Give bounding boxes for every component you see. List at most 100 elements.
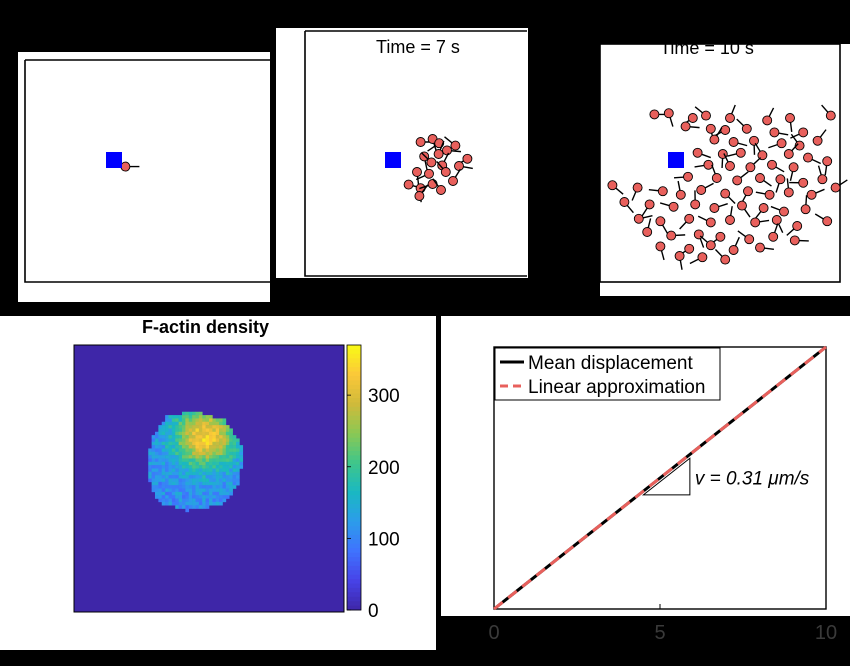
filament <box>666 230 686 241</box>
filament <box>631 182 643 201</box>
heatmap-cell <box>175 465 179 469</box>
colorbar-segment <box>347 384 361 390</box>
heatmap-cell <box>212 438 217 443</box>
colorbar-segment <box>347 402 361 408</box>
heatmap-cell <box>192 465 196 469</box>
heatmap-cell <box>195 448 200 453</box>
heatmap-cell <box>158 478 163 483</box>
filament <box>655 216 669 234</box>
heatmap-cell <box>219 438 223 443</box>
filament-barbed-end <box>720 188 731 199</box>
heatmap-cell <box>182 431 186 436</box>
heatmap-cell <box>155 435 159 439</box>
filament <box>768 223 779 242</box>
heatmap-cell <box>171 448 176 453</box>
heatmap-cell <box>182 435 186 439</box>
heatmap-cell <box>236 478 240 483</box>
heatmap-cell <box>205 441 210 446</box>
filament-barbed-end <box>743 186 753 197</box>
heatmap-cell <box>171 431 176 436</box>
heatmap-cell <box>239 465 244 469</box>
heatmap-cell <box>158 438 163 443</box>
heatmap-cell <box>215 501 220 506</box>
heatmap-cell <box>209 428 213 433</box>
filament-barbed-end <box>749 135 759 146</box>
heatmap-cell <box>195 501 200 506</box>
heatmap-cell <box>209 501 213 506</box>
heatmap-cell <box>178 465 183 469</box>
colorbar-segment <box>347 362 361 368</box>
heatmap-cell <box>175 488 179 493</box>
heatmap-cell <box>178 471 183 476</box>
heatmap-cell <box>185 468 190 473</box>
heatmap-cell <box>165 435 169 439</box>
heatmap-cell <box>155 475 159 479</box>
heatmap-cell <box>155 445 159 449</box>
heatmap-cell <box>168 501 173 506</box>
heatmap-cell <box>236 468 240 473</box>
filament-barbed-end <box>663 108 674 119</box>
filament-barbed-end <box>785 113 795 123</box>
heatmap-cell <box>198 475 203 479</box>
heatmap-cell <box>195 438 200 443</box>
heatmap-cell <box>198 478 203 483</box>
heatmap-cell <box>198 458 203 463</box>
heatmap-cell <box>229 455 233 459</box>
heatmap-cell <box>192 471 196 476</box>
heatmap-cell <box>219 445 223 449</box>
heatmap-cell <box>229 488 233 493</box>
filament <box>768 138 787 149</box>
filament <box>444 136 461 151</box>
heatmap-cell <box>209 468 213 473</box>
filament <box>727 147 746 158</box>
heatmap-cell <box>185 425 190 429</box>
heatmap-cell <box>182 471 186 476</box>
filament-barbed-end <box>725 161 735 171</box>
filament <box>814 213 833 227</box>
filament-barbed-end <box>762 115 773 126</box>
heatmap-cell <box>171 445 176 449</box>
heatmap-cell <box>239 451 244 456</box>
heatmap-cell <box>178 475 183 479</box>
filament-barbed-end <box>412 167 422 177</box>
heatmap-cell <box>175 505 179 509</box>
filament <box>803 152 821 165</box>
heatmap-cell <box>158 465 163 469</box>
heatmap-cell <box>168 485 173 489</box>
heatmap-cell <box>178 455 183 459</box>
heatmap-cell <box>209 491 213 496</box>
filament-barbed-end <box>792 221 803 231</box>
snapshot-frame <box>599 43 841 283</box>
heatmap-cell <box>198 441 203 446</box>
filament-barbed-end <box>649 109 660 120</box>
heatmap-cell <box>158 428 163 433</box>
snapshot-3-title: Time = 10 s <box>660 38 754 58</box>
heatmap-cell <box>209 425 213 429</box>
filament <box>709 127 723 145</box>
filament-barbed-end <box>755 242 765 253</box>
filament <box>420 152 437 168</box>
heatmap-cell <box>219 451 223 456</box>
colorbar-segment <box>347 468 361 474</box>
legend-label: Linear approximation <box>528 377 705 398</box>
heatmap-cell <box>151 471 156 476</box>
filament <box>663 108 674 127</box>
heatmap-cell <box>171 485 176 489</box>
heatmap-cell <box>155 471 159 476</box>
heatmap-cell <box>165 471 169 476</box>
colorbar-segment <box>347 570 361 576</box>
heatmap-cell <box>161 448 166 453</box>
heatmap-cell <box>175 495 179 499</box>
heatmap-cell <box>215 495 220 499</box>
filament-barbed-end <box>806 189 817 200</box>
heatmap-cell <box>188 415 193 419</box>
heatmap-cell <box>192 468 196 473</box>
heatmap-cell <box>192 418 196 423</box>
heatmap-cell <box>222 478 227 483</box>
filament <box>641 199 655 217</box>
heatmap-cell <box>195 415 200 419</box>
heatmap-cell <box>188 491 193 496</box>
heatmap-cell <box>171 438 176 443</box>
heatmap-cell <box>205 438 210 443</box>
heatmap-cell <box>171 458 176 463</box>
